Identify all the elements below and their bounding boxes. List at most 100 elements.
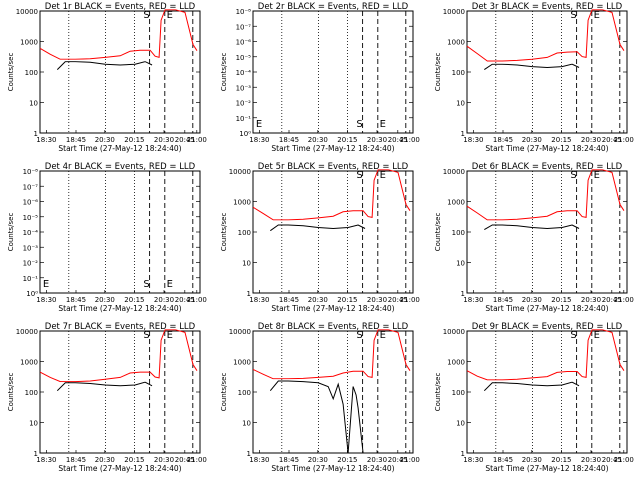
chart-panel-3: Det 3r BLACK = Events, RED = LLD 18:30 18:… xyxy=(434,2,634,153)
x-tick-label: 18:30 xyxy=(36,296,56,304)
x-tick-label: 20:45 xyxy=(175,136,195,144)
start-marker-label: S xyxy=(570,10,576,21)
y-tick-label: 10⁰ xyxy=(26,290,38,298)
x-tick-label: 18:45 xyxy=(66,296,86,304)
x-axis-label: Start Time (27-May-12 18:24:40) xyxy=(58,144,181,153)
events-series-line xyxy=(57,382,152,391)
x-tick-label: 20:30 xyxy=(308,136,328,144)
events-series-line xyxy=(484,382,579,391)
panel-title: Det 3r BLACK = Events, RED = LLD xyxy=(472,2,623,12)
y-tick-label: 10⁻³ xyxy=(236,84,252,92)
x-tick-label: 18:45 xyxy=(493,296,513,304)
plot-frame xyxy=(252,10,414,134)
plot-frame xyxy=(39,10,201,134)
x-tick-label: 20:15 xyxy=(337,136,357,144)
plot-frame xyxy=(252,170,414,294)
panel-title: Det 1r BLACK = Events, RED = LLD xyxy=(45,2,196,12)
panel-title: Det 8r BLACK = Events, RED = LLD xyxy=(258,322,409,332)
x-tick-label: 18:45 xyxy=(66,136,86,144)
y-tick-label: 10⁻⁷ xyxy=(236,23,252,31)
x-tick-label: 18:30 xyxy=(36,456,56,464)
x-tick-label: 18:30 xyxy=(36,136,56,144)
end-marker-label: E xyxy=(380,330,386,341)
x-tick-label: 20:45 xyxy=(388,456,408,464)
x-tick-label: 20:30 xyxy=(95,296,115,304)
y-tick-label: 1 xyxy=(247,290,251,298)
x-tick-label: 20:15 xyxy=(551,296,571,304)
x-tick-label: 18:30 xyxy=(249,296,269,304)
end-marker-label: E xyxy=(380,170,386,181)
start-marker-label: S xyxy=(570,330,576,341)
x-tick-label: 20:15 xyxy=(337,456,357,464)
x-tick-label: 20:45 xyxy=(602,296,622,304)
lld-series-line xyxy=(40,10,197,60)
x-tick-label: 20:15 xyxy=(337,296,357,304)
y-tick-label: 10000 xyxy=(16,328,38,336)
y-tick-label: 10 xyxy=(456,420,465,428)
lld-series-line xyxy=(253,170,410,220)
panel-title: Det 2r BLACK = Events, RED = LLD xyxy=(258,2,409,12)
x-axis-label: Start Time (27-May-12 18:24:40) xyxy=(485,144,608,153)
x-tick-label: 21:00 xyxy=(614,456,634,464)
events-series-line xyxy=(57,62,152,70)
y-tick-label: 10⁻⁶ xyxy=(236,39,252,47)
y-tick-label: 100 xyxy=(25,389,38,397)
y-tick-label: 1000 xyxy=(233,199,251,207)
x-tick-label: 20:30 xyxy=(522,456,542,464)
y-axis-label: Counts/sec xyxy=(434,213,442,252)
lld-series-line xyxy=(253,330,410,379)
y-tick-label: 1000 xyxy=(20,39,38,47)
x-tick-label: 20:15 xyxy=(124,456,144,464)
x-tick-label: 21:00 xyxy=(187,296,207,304)
y-tick-label: 10 xyxy=(242,260,251,268)
start-marker-label: S xyxy=(356,330,362,341)
y-axis-label: Counts/sec xyxy=(220,53,228,92)
x-axis-label: Start Time (27-May-12 18:24:40) xyxy=(485,464,608,473)
x-tick-label: 18:30 xyxy=(463,136,483,144)
x-tick-label: 18:30 xyxy=(463,456,483,464)
y-tick-label: 10 xyxy=(456,100,465,108)
x-axis-label: Start Time (27-May-12 18:24:40) xyxy=(271,304,394,313)
x-tick-label: 18:30 xyxy=(249,456,269,464)
chart-panel-9: Det 9r BLACK = Events, RED = LLD 18:30 18:… xyxy=(434,322,634,473)
y-tick-label: 100 xyxy=(238,389,251,397)
edge-marker-label: E xyxy=(43,279,49,290)
x-tick-label: 18:45 xyxy=(493,456,513,464)
x-tick-label: 20:45 xyxy=(602,136,622,144)
x-axis-label: Start Time (27-May-12 18:24:40) xyxy=(271,144,394,153)
x-tick-label: 20:15 xyxy=(124,296,144,304)
events-series-line xyxy=(484,225,579,230)
y-tick-label: 10 xyxy=(242,420,251,428)
x-tick-label: 20:30 xyxy=(308,456,328,464)
y-tick-label: 100 xyxy=(452,229,465,237)
x-tick-label: 18:45 xyxy=(279,136,299,144)
y-tick-label: 1000 xyxy=(447,359,465,367)
y-tick-label: 10000 xyxy=(443,8,465,16)
x-tick-label: 20:30 xyxy=(95,456,115,464)
end-marker-label: E xyxy=(167,330,173,341)
plot-frame xyxy=(466,330,628,454)
start-marker-label: S xyxy=(356,119,362,130)
edge-marker-label: E xyxy=(256,119,262,130)
y-tick-label: 10000 xyxy=(16,8,38,16)
x-tick-label: 20:30 xyxy=(581,456,601,464)
x-axis-label: Start Time (27-May-12 18:24:40) xyxy=(485,304,608,313)
panel-title: Det 5r BLACK = Events, RED = LLD xyxy=(258,162,409,172)
y-tick-label: 10⁻¹ xyxy=(236,115,252,123)
chart-panel-4: Det 4r BLACK = Events, RED = LLD 18:30 18:… xyxy=(7,162,207,313)
x-tick-label: 20:30 xyxy=(367,456,387,464)
y-axis-label: Counts/sec xyxy=(7,53,15,92)
y-tick-label: 1 xyxy=(34,130,38,138)
x-tick-label: 21:00 xyxy=(614,296,634,304)
start-marker-label: S xyxy=(570,170,576,181)
y-tick-label: 10⁻² xyxy=(236,100,252,108)
chart-panel-1: Det 1r BLACK = Events, RED = LLD 18:30 18:… xyxy=(7,2,207,153)
x-tick-label: 20:30 xyxy=(367,136,387,144)
x-axis-label: Start Time (27-May-12 18:24:40) xyxy=(58,304,181,313)
y-axis-label: Counts/sec xyxy=(220,373,228,412)
plot-frame xyxy=(466,170,628,294)
panel-title: Det 9r BLACK = Events, RED = LLD xyxy=(472,322,623,332)
x-tick-label: 20:45 xyxy=(388,296,408,304)
chart-panel-5: Det 5r BLACK = Events, RED = LLD 18:30 18:… xyxy=(220,162,420,313)
x-tick-label: 20:30 xyxy=(308,296,328,304)
